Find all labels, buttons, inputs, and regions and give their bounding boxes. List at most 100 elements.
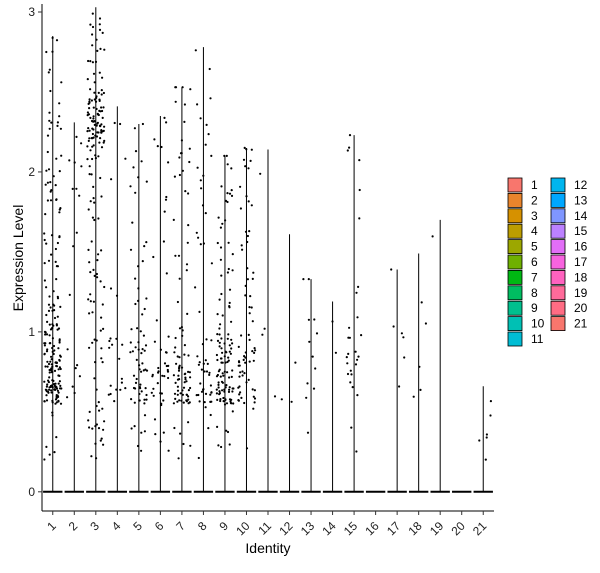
data-point: [45, 286, 48, 289]
x-tick-label: 6: [152, 519, 167, 534]
data-point: [238, 385, 241, 388]
data-point: [251, 320, 254, 323]
data-point: [198, 310, 201, 313]
data-point: [166, 368, 169, 372]
data-point: [424, 322, 427, 325]
data-point: [218, 327, 221, 330]
data-point: [43, 352, 46, 355]
data-point: [227, 390, 231, 393]
data-point: [52, 352, 55, 356]
data-point: [251, 350, 254, 353]
data-point: [403, 356, 406, 359]
data-point: [141, 348, 144, 351]
data-point: [98, 17, 102, 20]
x-tick-label: 3: [87, 519, 102, 534]
data-point: [56, 328, 59, 331]
data-point: [131, 350, 134, 353]
data-point: [59, 127, 63, 130]
data-point: [58, 208, 61, 211]
data-point: [200, 187, 203, 190]
data-point: [72, 245, 75, 248]
data-point: [219, 246, 223, 249]
data-point: [177, 457, 180, 460]
data-point: [230, 194, 234, 197]
data-point: [95, 95, 98, 98]
data-point: [241, 248, 244, 251]
data-point: [290, 400, 293, 403]
data-point: [51, 365, 54, 368]
data-point: [239, 391, 242, 394]
data-point: [44, 183, 47, 186]
data-point: [46, 181, 50, 184]
data-point: [120, 381, 123, 384]
data-point: [207, 133, 210, 136]
data-point: [195, 231, 198, 234]
data-point: [48, 386, 51, 389]
data-point: [245, 195, 248, 198]
legend-swatch: [507, 177, 523, 193]
data-point: [156, 382, 159, 385]
data-point: [177, 254, 181, 257]
data-point: [58, 338, 61, 341]
data-point: [207, 427, 210, 430]
data-point: [178, 327, 182, 330]
data-point: [222, 400, 225, 403]
data-point: [56, 389, 60, 392]
data-point: [96, 131, 99, 134]
legend-item-11: 11: [507, 331, 544, 347]
data-point: [103, 139, 106, 142]
data-point: [54, 398, 58, 401]
data-point: [174, 86, 178, 89]
data-point: [54, 247, 58, 251]
legend-item-2: 2: [507, 192, 538, 208]
data-point: [153, 138, 156, 141]
data-point: [187, 421, 190, 424]
data-point: [226, 430, 230, 434]
legend-label: 14: [574, 209, 588, 223]
data-point: [173, 351, 176, 354]
data-point: [220, 361, 223, 364]
data-point: [93, 81, 96, 84]
data-point: [43, 330, 47, 333]
data-point: [199, 243, 202, 246]
data-point: [52, 290, 55, 293]
data-point: [87, 248, 90, 251]
data-point: [100, 249, 103, 252]
data-point: [95, 404, 98, 408]
data-point: [129, 341, 132, 344]
data-point: [94, 442, 97, 445]
violin-group-21: [473, 386, 493, 493]
data-point: [92, 144, 95, 147]
data-point: [121, 343, 124, 346]
data-point: [98, 28, 102, 31]
violin-group-19: [430, 219, 450, 493]
y-tick-label: 1: [28, 325, 35, 339]
data-point: [100, 195, 103, 198]
data-point: [133, 401, 136, 404]
data-point: [140, 352, 143, 355]
data-point: [92, 117, 95, 120]
data-point: [56, 295, 59, 298]
data-point: [357, 355, 360, 358]
data-point: [201, 343, 204, 346]
data-point: [109, 337, 112, 340]
data-point: [390, 268, 393, 271]
x-tick-label: 16: [362, 519, 382, 539]
data-point: [134, 381, 138, 384]
data-point: [100, 89, 103, 92]
data-point: [46, 360, 49, 363]
data-point: [94, 425, 97, 428]
data-point: [182, 401, 185, 404]
data-point: [217, 383, 220, 386]
data-point: [217, 386, 220, 389]
data-point: [164, 198, 168, 201]
violin-group-5: [129, 122, 149, 493]
data-point: [229, 401, 232, 405]
data-point: [119, 122, 122, 126]
data-point: [187, 395, 190, 398]
data-point: [101, 361, 104, 364]
legend-label: 1: [531, 178, 538, 192]
data-point: [43, 400, 46, 403]
data-point: [48, 295, 51, 298]
data-point: [55, 401, 59, 404]
